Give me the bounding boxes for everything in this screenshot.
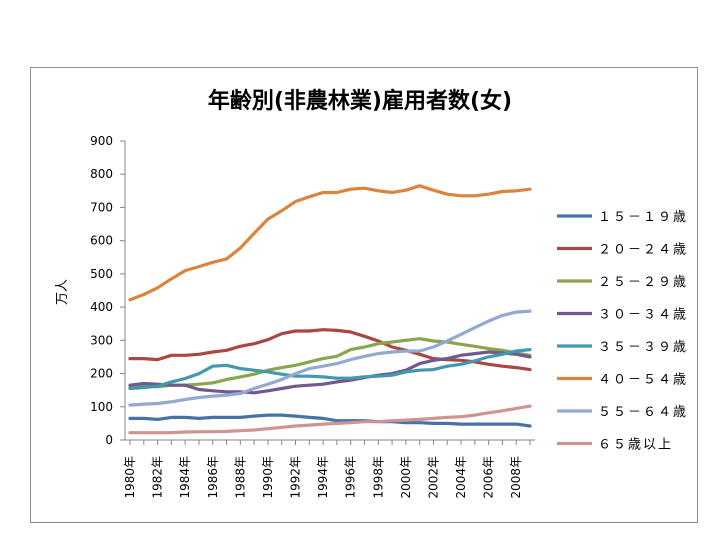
- x-tick-label: 1986年: [206, 456, 220, 499]
- x-tick-labels: 1980年 1982年 1984年 1986年 1988年 1990年 1992年 1994年…: [123, 456, 523, 499]
- x-tick-label: 1996年: [344, 456, 358, 499]
- legend-label-4: ３５－３９歳: [598, 340, 688, 355]
- y-tick-label: 700: [90, 200, 113, 214]
- series-line-3: [128, 350, 532, 395]
- y-tick-label: 800: [90, 167, 113, 181]
- series-lines: [128, 184, 532, 435]
- series-line-2: [128, 337, 532, 389]
- legend-label-5: ４０－５４歳: [598, 373, 688, 388]
- y-tick-label: 100: [90, 400, 113, 414]
- legend-label-0: １５－１９歳: [598, 210, 688, 225]
- x-tick-label: 1994年: [316, 456, 330, 499]
- x-tick-label: 1992年: [289, 456, 303, 499]
- x-tick-label: 1980年: [123, 456, 137, 499]
- series-line-5: [128, 184, 532, 302]
- x-tick-label: 1998年: [371, 456, 385, 499]
- x-tick-label: 1984年: [178, 456, 192, 499]
- axes: [120, 140, 535, 445]
- y-tick-label: 600: [90, 234, 113, 248]
- y-tick-label: 900: [90, 134, 113, 148]
- x-tick-label: 1988年: [233, 456, 247, 499]
- x-tick-label: 2002年: [426, 456, 440, 499]
- x-tick-label: 2006年: [482, 456, 496, 499]
- series-line-7: [128, 404, 532, 435]
- legend: １５－１９歳 ２０－２４歳 ２５－２９歳 ３０－３４歳 ３５－３９歳 ４０－５４歳 ５５－６…: [557, 210, 688, 453]
- chart-title: 年齢別(非農林業)雇用者数(女): [208, 88, 512, 114]
- x-tick-label: 1982年: [151, 456, 165, 499]
- legend-label-1: ２０－２４歳: [598, 243, 688, 258]
- legend-label-6: ５５－６４歳: [598, 405, 688, 420]
- legend-label-2: ２５－２９歳: [598, 275, 688, 290]
- y-tick-label: 200: [90, 367, 113, 381]
- series-line-4: [128, 348, 532, 391]
- legend-label-3: ３０－３４歳: [598, 308, 688, 323]
- x-tick-label: 2000年: [399, 456, 413, 499]
- y-tick-label: 300: [90, 333, 113, 347]
- x-tick-label: 2004年: [454, 456, 468, 499]
- legend-label-7: ６５歳以上: [598, 438, 673, 453]
- x-tick-label: 1990年: [261, 456, 275, 499]
- y-tick-label: 500: [90, 267, 113, 281]
- y-tick-label: 0: [105, 433, 113, 447]
- series-line-0: [128, 413, 532, 428]
- series-line-6: [128, 309, 532, 407]
- x-tick-label: 2008年: [509, 456, 523, 499]
- y-tick-label: 400: [90, 300, 113, 314]
- series-line-1: [128, 328, 532, 372]
- y-axis-label: 万人: [55, 279, 70, 305]
- y-tick-labels: 0 100 200 300 400 500 600 700 800 900: [90, 134, 113, 447]
